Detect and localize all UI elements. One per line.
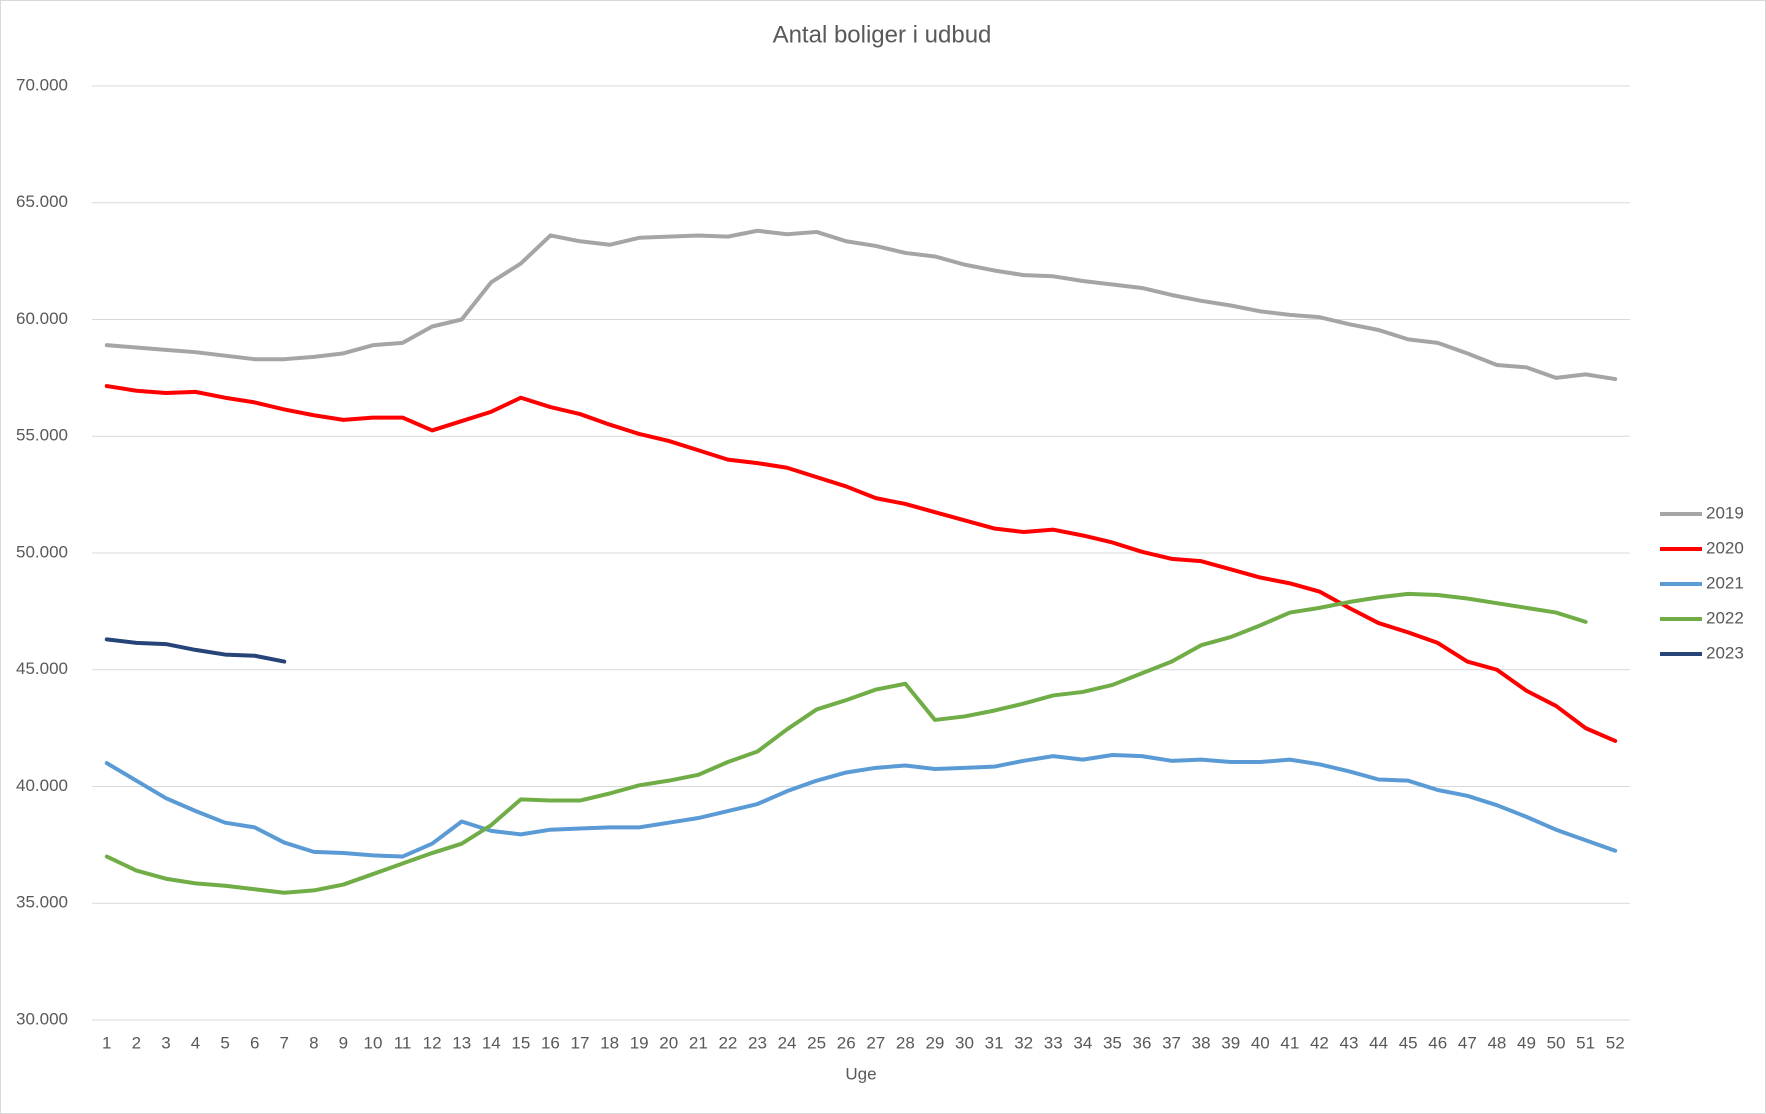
legend-label: 2022	[1706, 608, 1744, 627]
x-tick-label: 35	[1103, 1033, 1122, 1052]
series-line	[104, 228, 1618, 382]
x-tick-label: 37	[1162, 1033, 1181, 1052]
x-tick-label: 21	[689, 1033, 708, 1052]
x-tick-label: 14	[482, 1033, 501, 1052]
x-tick-label: 48	[1487, 1033, 1506, 1052]
x-tick-label: 7	[280, 1033, 289, 1052]
x-tick-label: 33	[1044, 1033, 1063, 1052]
legend-label: 2023	[1706, 643, 1744, 662]
x-tick-label: 31	[985, 1033, 1004, 1052]
x-tick-label: 39	[1221, 1033, 1240, 1052]
x-tick-label: 47	[1458, 1033, 1477, 1052]
x-tick-label: 5	[220, 1033, 229, 1052]
y-tick-label: 35.000	[16, 893, 68, 912]
x-tick-label: 46	[1428, 1033, 1447, 1052]
x-tick-label: 50	[1547, 1033, 1566, 1052]
x-tick-label: 15	[511, 1033, 530, 1052]
x-tick-label: 9	[339, 1033, 348, 1052]
x-tick-label: 42	[1310, 1033, 1329, 1052]
y-tick-label: 40.000	[16, 776, 68, 795]
x-tick-label: 32	[1014, 1033, 1033, 1052]
x-tick-label: 22	[718, 1033, 737, 1052]
x-tick-label: 49	[1517, 1033, 1536, 1052]
x-tick-label: 20	[659, 1033, 678, 1052]
x-tick-label: 10	[364, 1033, 383, 1052]
x-tick-label: 13	[452, 1033, 471, 1052]
x-tick-label: 28	[896, 1033, 915, 1052]
y-tick-label: 30.000	[16, 1009, 68, 1028]
x-tick-label: 34	[1073, 1033, 1092, 1052]
chart-title: Antal boliger i udbud	[773, 21, 992, 48]
x-tick-label: 45	[1399, 1033, 1418, 1052]
x-tick-label: 24	[778, 1033, 797, 1052]
x-axis-label: Uge	[845, 1064, 876, 1083]
series-line	[104, 591, 1588, 895]
x-tick-label: 30	[955, 1033, 974, 1052]
x-tick-label: 36	[1133, 1033, 1152, 1052]
legend-label: 2019	[1706, 503, 1744, 522]
x-tick-label: 38	[1192, 1033, 1211, 1052]
x-tick-label: 23	[748, 1033, 767, 1052]
x-tick-label: 2	[132, 1033, 141, 1052]
x-tick-label: 51	[1576, 1033, 1595, 1052]
x-tick-label: 52	[1606, 1033, 1625, 1052]
y-tick-label: 50.000	[16, 542, 68, 561]
x-tick-label: 44	[1369, 1033, 1388, 1052]
x-tick-label: 11	[394, 1033, 412, 1052]
x-tick-label: 43	[1340, 1033, 1359, 1052]
x-tick-label: 40	[1251, 1033, 1270, 1052]
x-tick-label: 8	[309, 1033, 318, 1052]
x-tick-label: 3	[161, 1033, 170, 1052]
x-tick-label: 6	[250, 1033, 259, 1052]
series-line	[104, 637, 287, 664]
y-tick-label: 45.000	[16, 659, 68, 678]
series-line	[104, 752, 1618, 859]
x-tick-label: 1	[102, 1033, 111, 1052]
y-tick-label: 60.000	[16, 309, 68, 328]
x-tick-label: 29	[925, 1033, 944, 1052]
x-tick-label: 27	[866, 1033, 885, 1052]
x-tick-label: 19	[630, 1033, 649, 1052]
legend-label: 2020	[1706, 538, 1744, 557]
y-tick-label: 65.000	[16, 192, 68, 211]
y-tick-label: 70.000	[16, 75, 68, 94]
legend-label: 2021	[1706, 573, 1744, 592]
x-tick-label: 25	[807, 1033, 826, 1052]
x-tick-label: 12	[423, 1033, 442, 1052]
x-tick-label: 4	[191, 1033, 200, 1052]
series-line	[104, 384, 1618, 743]
x-tick-label: 26	[837, 1033, 856, 1052]
x-tick-label: 16	[541, 1033, 560, 1052]
x-tick-label: 41	[1280, 1033, 1299, 1052]
x-tick-label: 18	[600, 1033, 619, 1052]
y-tick-label: 55.000	[16, 426, 68, 445]
x-tick-label: 17	[571, 1033, 590, 1052]
